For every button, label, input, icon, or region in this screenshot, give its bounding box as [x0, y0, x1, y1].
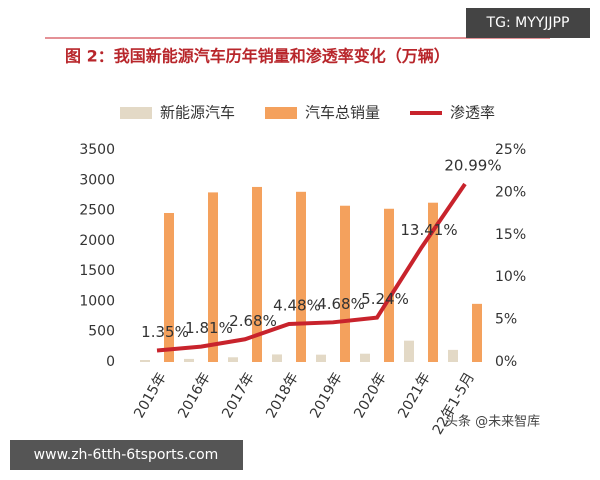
- bar: [448, 349, 458, 362]
- source-watermark: 头条 @未来智库: [445, 414, 540, 430]
- bar: [184, 358, 194, 362]
- y-tick-label: 0: [106, 354, 115, 370]
- site-badge-bg: [10, 440, 243, 470]
- bar: [404, 340, 414, 362]
- y-tick-label: 3500: [79, 142, 115, 158]
- site-badge: www.zh-6tth-6tsports.com: [34, 447, 219, 463]
- legend-swatch: [120, 107, 152, 119]
- bar: [164, 212, 174, 362]
- bar: [140, 360, 150, 362]
- y-tick-label: 500: [88, 324, 115, 340]
- bar: [316, 354, 326, 362]
- bar: [252, 186, 262, 362]
- data-label: 1.35%: [141, 323, 189, 341]
- bar: [384, 208, 394, 362]
- bar: [228, 357, 238, 362]
- bar: [272, 354, 282, 362]
- legend-label: 新能源汽车: [160, 104, 235, 122]
- y2-tick-label: 5%: [495, 312, 517, 328]
- y-tick-label: 1000: [79, 293, 115, 309]
- line: [156, 182, 467, 353]
- data-label: 2.68%: [229, 312, 277, 330]
- y2-tick-label: 0%: [495, 354, 517, 370]
- legend-swatch: [265, 107, 297, 119]
- y-tick-label: 3000: [79, 172, 115, 188]
- tg-badge-bg: [466, 8, 590, 38]
- data-label: 13.41%: [400, 221, 457, 239]
- bar: [340, 205, 350, 362]
- y2-tick-label: 10%: [495, 269, 526, 285]
- y-tick-label: 1500: [79, 263, 115, 279]
- y-tick-label: 2000: [79, 233, 115, 249]
- data-label: 5.24%: [361, 290, 409, 308]
- y-tick-label: 2500: [79, 203, 115, 219]
- bar: [472, 303, 482, 362]
- y2-tick-label: 25%: [495, 142, 526, 158]
- bar: [428, 202, 438, 362]
- bar: [208, 192, 218, 362]
- bar: [360, 353, 370, 362]
- tg-badge: TG: MYYJJPP: [486, 15, 570, 31]
- data-label: 20.99%: [444, 157, 501, 175]
- data-label: 4.68%: [317, 295, 365, 313]
- data-label: 4.48%: [273, 297, 321, 315]
- bar: [296, 191, 306, 362]
- legend-label: 汽车总销量: [305, 104, 380, 122]
- chart-title: 图 2：我国新能源汽车历年销量和渗透率变化（万辆）: [65, 47, 450, 66]
- y2-tick-label: 20%: [495, 184, 526, 200]
- data-label: 1.81%: [185, 319, 233, 337]
- legend-label: 渗透率: [450, 104, 495, 122]
- y2-tick-label: 15%: [495, 227, 526, 243]
